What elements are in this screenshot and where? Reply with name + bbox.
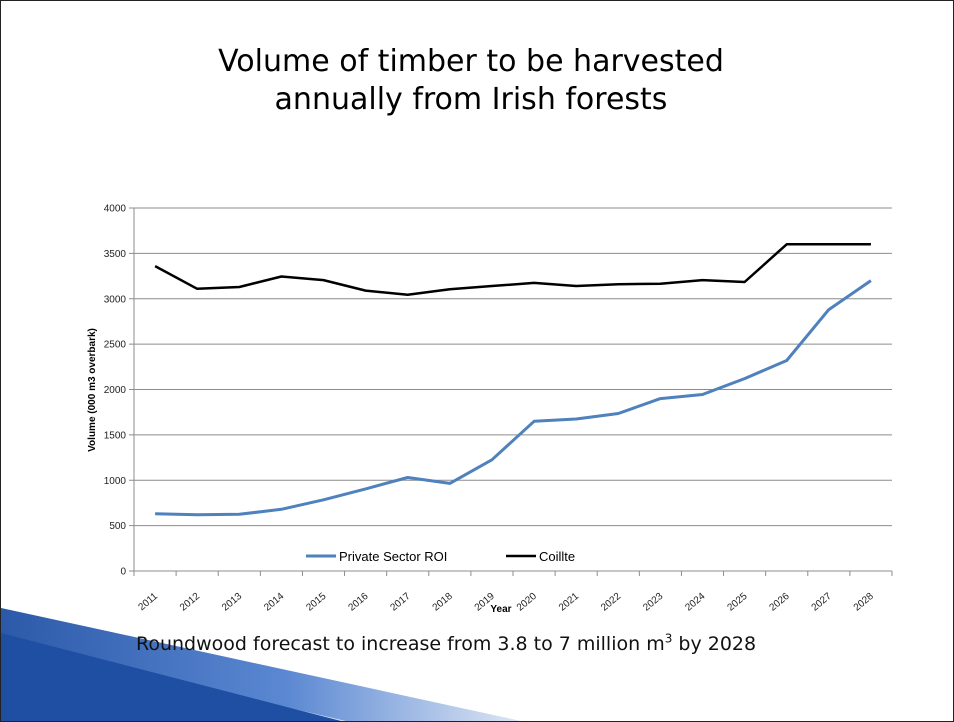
series [154,243,872,517]
x-tick-label: 2027 [810,591,834,614]
legend-label: Coillte [539,549,575,564]
axes: 0 500 1000 1500 2000 2500 3000 3500 4000 2011 2012… [104,204,893,614]
x-tick-label: 2015 [304,591,328,614]
y-tick-label: 3500 [104,249,127,260]
legend-label: Private Sector ROI [339,549,447,564]
x-tick-label: 2013 [220,591,244,614]
grid [134,207,892,527]
x-tick-label: 2016 [346,591,370,614]
y-tick-label: 1000 [104,476,127,487]
x-tick-label: 2026 [768,591,792,614]
line-chart: 0 500 1000 1500 2000 2500 3000 3500 4000 2011 2012… [87,204,893,615]
x-tick-label: 2018 [431,591,455,614]
footer-note-superscript: 3 [664,631,673,646]
series-line-private-sector-roi [155,279,872,517]
slide-title: Volume of timber to be harvested annuall… [151,43,791,119]
y-tick-label: 4000 [104,204,127,215]
title-line-2: annually from Irish forests [274,82,668,117]
title-line-1: Volume of timber to be harvested [218,44,724,79]
x-tick-label: 2024 [683,591,707,614]
y-tick-label: 2000 [104,385,127,396]
footer-note-tail: by 2028 [672,633,757,655]
x-tick-label: 2022 [599,591,623,614]
y-tick-label: 3000 [104,294,127,305]
footer-note-text: Roundwood forecast to increase from 3.8 … [136,633,665,655]
y-tick-label: 500 [109,521,126,532]
y-tick-label: 2500 [104,340,127,351]
x-tick-label: 2014 [262,591,286,614]
footer-note: Roundwood forecast to increase from 3.8 … [136,633,756,655]
x-tick-label: 2023 [641,591,665,614]
x-tick-label: 2012 [178,591,202,614]
y-tick-label: 0 [120,567,126,578]
decor-base-panel [1,633,341,721]
series-line-coillte [154,243,871,296]
x-tick-label: 2011 [136,591,160,614]
x-tick-label: 2020 [515,591,539,614]
x-tick-label: 2025 [725,591,749,614]
legend: Private Sector ROI Coillte [306,549,575,564]
x-tick-label: 2028 [852,591,876,614]
x-axis-title: Year [490,604,511,615]
decor-dark-swoosh [1,608,521,721]
x-tick-label: 2021 [557,591,581,614]
y-tick-label: 1500 [104,430,127,441]
x-tick-label: 2017 [389,591,413,614]
y-axis-title: Volume (000 m3 overbark) [87,328,98,452]
